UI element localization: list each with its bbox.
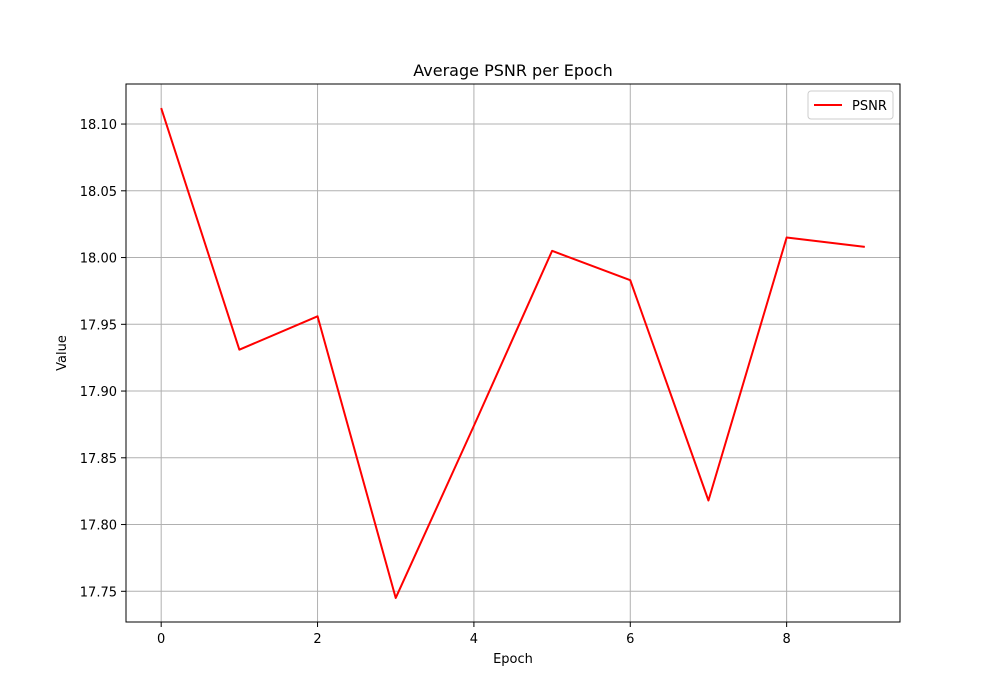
x-tick-label: 6 xyxy=(626,632,634,647)
y-axis-label: Value xyxy=(55,335,70,371)
legend-box xyxy=(807,90,894,120)
y-tick-label: 17.75 xyxy=(80,585,117,600)
y-tick-label: 18.10 xyxy=(80,118,117,133)
chart-title: Average PSNR per Epoch xyxy=(413,61,612,80)
x-tick-label: 2 xyxy=(313,632,321,647)
series-lines xyxy=(160,107,865,599)
y-tick-label: 18.05 xyxy=(80,185,117,200)
x-tick-label: 4 xyxy=(470,632,478,647)
y-tick-label: 17.95 xyxy=(80,318,117,333)
x-tick-label: 8 xyxy=(782,632,790,647)
grid-lines xyxy=(126,84,900,622)
axis-ticks: 0 2 4 6 8 17.75 17.80 17.85 17.90 17.95 18.00 18.05… xyxy=(80,118,791,647)
legend-label-psnr: PSNR xyxy=(852,99,887,114)
legend: PSNR xyxy=(807,90,894,120)
y-tick-label: 18.00 xyxy=(80,252,117,267)
y-tick-label: 17.85 xyxy=(80,452,117,467)
x-axis-label: Epoch xyxy=(493,652,533,667)
x-tick-label: 0 xyxy=(157,632,165,647)
y-tick-label: 17.90 xyxy=(80,385,117,400)
y-tick-label: 17.80 xyxy=(80,519,117,534)
series-line-psnr xyxy=(160,107,865,599)
plot-frame xyxy=(125,83,901,623)
